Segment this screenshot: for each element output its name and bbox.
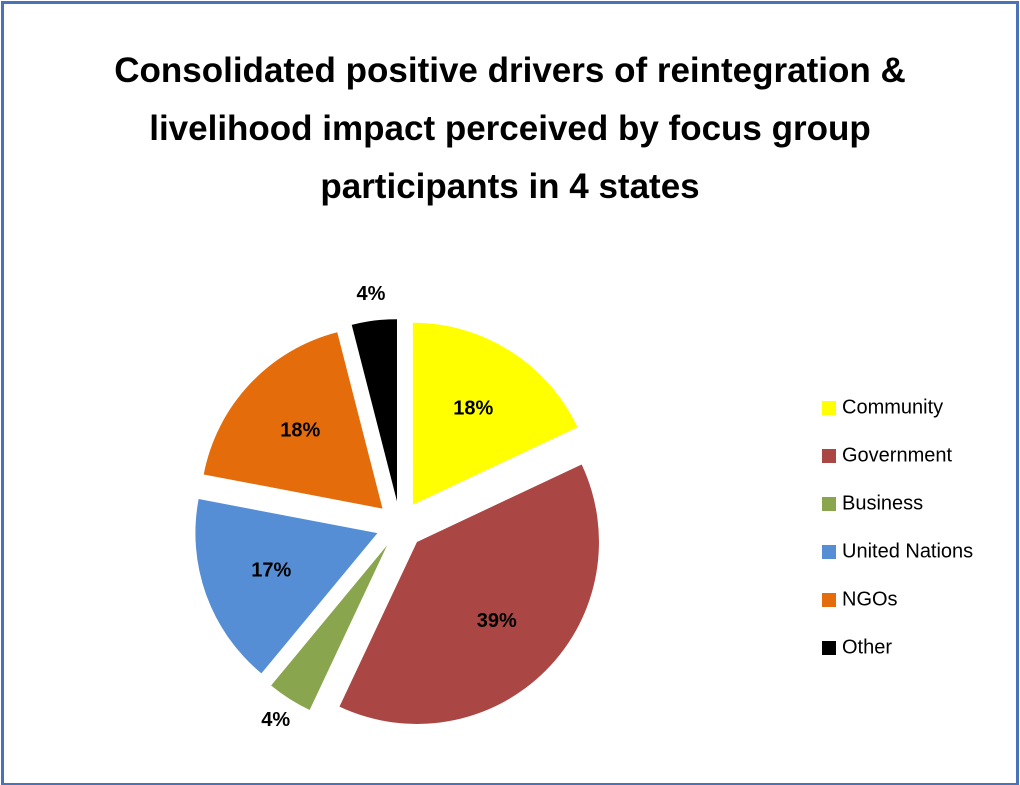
pie-slice <box>195 499 378 674</box>
legend-swatch <box>822 593 836 607</box>
legend-swatch <box>822 497 836 511</box>
legend-label: NGOs <box>842 588 898 610</box>
legend-label: Community <box>842 396 943 418</box>
data-label: 39% <box>477 610 517 632</box>
legend-label: United Nations <box>842 540 973 562</box>
data-label: 18% <box>453 398 493 420</box>
legend-label: Government <box>842 444 952 466</box>
pie-slice <box>339 464 599 724</box>
legend-swatch <box>822 545 836 559</box>
data-label: 4% <box>356 283 385 305</box>
legend-label: Business <box>842 492 923 514</box>
data-label: 4% <box>261 709 290 731</box>
legend-swatch <box>822 641 836 655</box>
legend-swatch <box>822 401 836 415</box>
data-label: 18% <box>280 420 320 442</box>
pie-slice <box>271 545 388 710</box>
legend-label: Other <box>842 636 892 658</box>
pie-slice <box>351 319 397 502</box>
pie-slice <box>412 322 578 505</box>
legend-swatch <box>822 449 836 463</box>
data-label: 17% <box>251 560 291 582</box>
chart-title: Consolidated positive drivers of reinteg… <box>114 51 906 206</box>
pie-slice <box>203 332 383 509</box>
